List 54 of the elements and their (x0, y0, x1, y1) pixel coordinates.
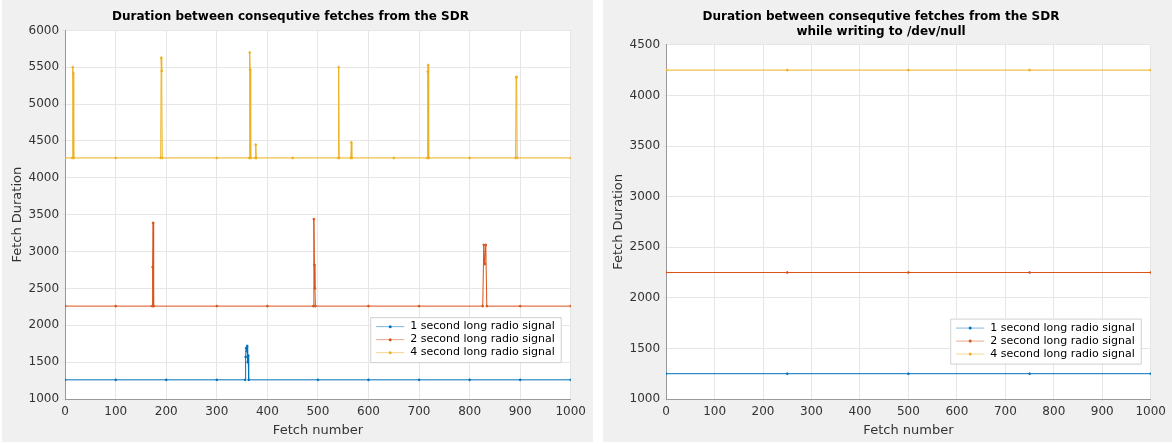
x-tick-label: 600 (945, 404, 969, 419)
y-tick-label: 1500 (28, 354, 60, 369)
y-tick-label: 1500 (629, 340, 661, 355)
x-tick-label: 400 (848, 404, 872, 419)
x-tick-label: 500 (306, 404, 330, 419)
y-tick-label: 4500 (28, 133, 60, 148)
x-tick-label: 700 (407, 404, 431, 419)
y-tick-label: 2500 (629, 239, 661, 254)
y-tick-label: 1000 (629, 391, 661, 406)
x-tick-label: 800 (458, 404, 482, 419)
x-tick-label: 900 (508, 404, 532, 419)
y-tick-label: 2500 (28, 280, 60, 295)
y-tick-label: 1000 (28, 391, 60, 406)
x-tick-label: 200 (751, 404, 775, 419)
y-tick-label: 3500 (629, 138, 661, 153)
y-tick-label: 5500 (28, 59, 60, 74)
x-tick-label: 100 (703, 404, 727, 419)
x-tick-label: 0 (61, 404, 69, 419)
legend-label: 4 second long radio signal (990, 346, 1135, 360)
x-tick-label: 1000 (555, 404, 586, 419)
x-tick-label: 800 (1042, 404, 1066, 419)
chart-title: Duration between consequtive fetches from the SDR (112, 9, 469, 24)
x-tick-label: 200 (154, 404, 178, 419)
x-tick-label: 0 (662, 404, 670, 419)
legend-label: 2 second long radio signal (990, 333, 1135, 347)
y-tick-label: 6000 (28, 22, 60, 37)
x-tick-label: 300 (800, 404, 823, 419)
x-tick-label: 500 (896, 404, 920, 419)
y-tick-label: 4000 (629, 87, 661, 102)
y-tick-label: 2000 (28, 317, 60, 332)
legend-label: 4 second long radio signal (410, 345, 555, 359)
y-axis-title: Fetch Duration (9, 166, 25, 263)
y-tick-label: 2000 (629, 289, 661, 304)
chart-subtitle: while writing to /dev/null (796, 23, 966, 38)
y-tick-label: 4500 (629, 36, 661, 51)
legend-label: 1 second long radio signal (410, 319, 555, 333)
y-tick-label: 4000 (28, 169, 60, 184)
x-tick-label: 600 (357, 404, 380, 419)
legend-label: 1 second long radio signal (990, 320, 1135, 334)
x-tick-label: 300 (205, 404, 229, 419)
x-axis-title: Fetch number (863, 421, 955, 437)
x-tick-label: 100 (104, 404, 128, 419)
y-tick-label: 3000 (28, 243, 60, 258)
y-tick-label: 3500 (28, 206, 60, 221)
x-tick-label: 400 (255, 404, 279, 419)
y-tick-label: 5000 (28, 96, 60, 111)
legend-label: 2 second long radio signal (410, 332, 555, 346)
x-tick-label: 900 (1090, 404, 1114, 419)
x-tick-label: 1000 (1135, 404, 1166, 419)
chart-title: Duration between consequtive fetches from the SDR (702, 9, 1060, 24)
x-tick-label: 700 (993, 404, 1017, 419)
y-tick-label: 3000 (629, 188, 661, 203)
y-axis-title: Fetch Duration (610, 173, 626, 270)
x-axis-title: Fetch number (272, 421, 364, 437)
